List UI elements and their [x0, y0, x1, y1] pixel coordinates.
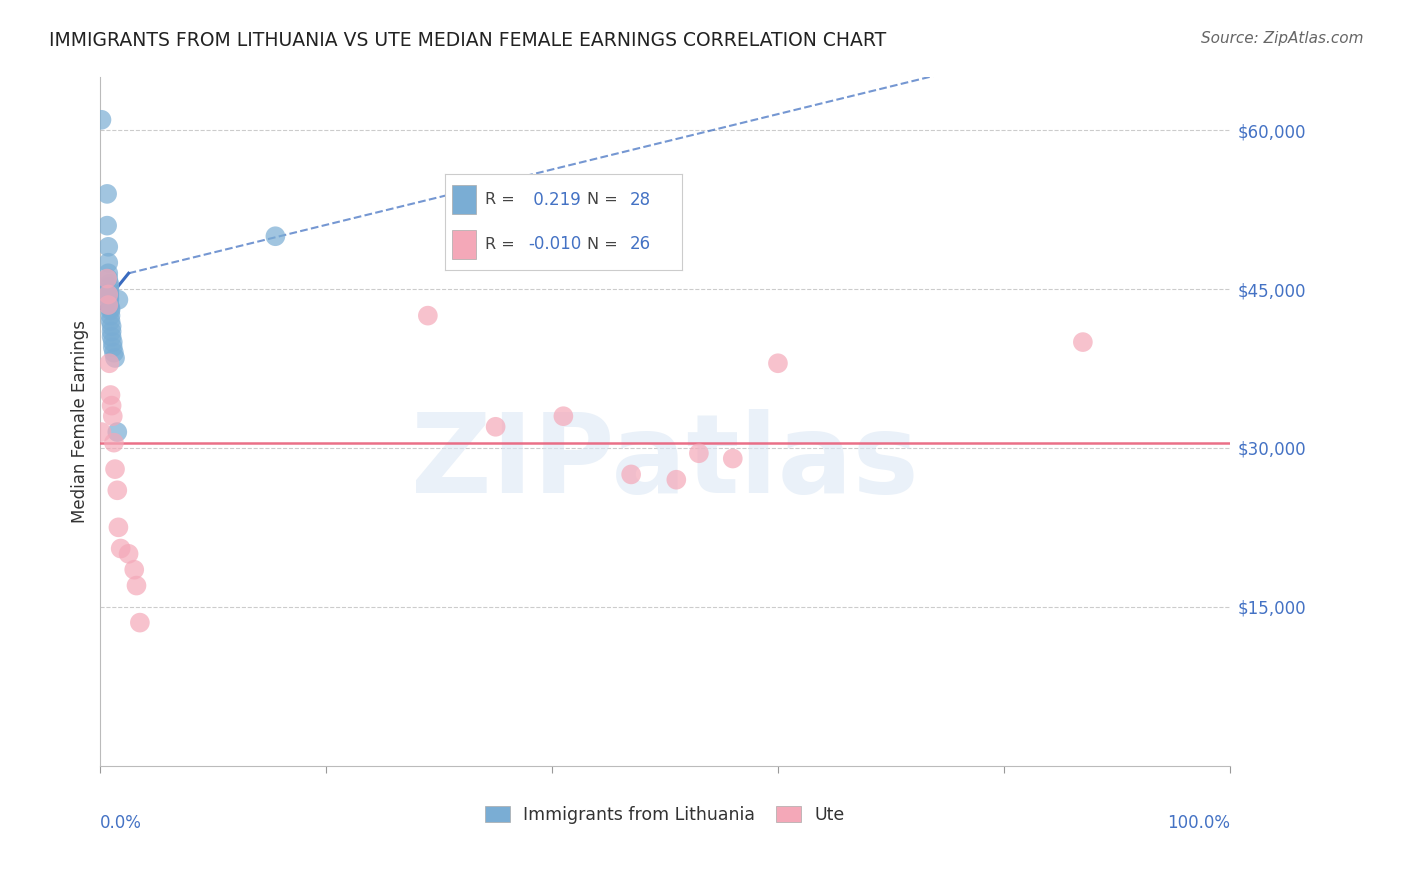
Point [1071, 335, 1094, 350]
Point [98, 298, 121, 312]
Point [688, 446, 710, 460]
Point [104, 462, 127, 476]
Legend: Immigrants from Lithuania, Ute: Immigrants from Lithuania, Ute [477, 797, 853, 832]
Text: 0.0%: 0.0% [100, 814, 142, 831]
Text: Source: ZipAtlas.com: Source: ZipAtlas.com [1201, 31, 1364, 46]
Point [97, 256, 120, 270]
Point [122, 563, 145, 577]
Text: ZIPatlas: ZIPatlas [411, 409, 920, 516]
Point [553, 409, 575, 424]
Point [107, 293, 129, 307]
Point [100, 303, 122, 318]
Point [100, 314, 122, 328]
Point [101, 409, 124, 424]
Point [98, 291, 121, 305]
Point [97, 271, 120, 285]
Point [665, 473, 688, 487]
Point [90, 112, 112, 127]
Point [766, 356, 789, 370]
Point [100, 388, 122, 402]
Point [101, 335, 124, 350]
Point [485, 419, 508, 434]
Point [97, 298, 120, 312]
Point [103, 345, 125, 359]
Point [264, 229, 287, 244]
Point [110, 541, 132, 556]
Point [100, 301, 122, 316]
Point [128, 615, 150, 630]
Point [103, 435, 125, 450]
Point [100, 325, 122, 339]
Y-axis label: Median Female Earnings: Median Female Earnings [72, 320, 89, 523]
Point [96, 219, 118, 233]
Point [620, 467, 643, 482]
Point [98, 285, 121, 299]
Point [98, 280, 121, 294]
Point [97, 240, 120, 254]
Point [104, 351, 127, 365]
Point [105, 483, 128, 498]
Point [98, 287, 121, 301]
Point [117, 547, 139, 561]
Point [100, 309, 122, 323]
Point [721, 451, 744, 466]
Text: IMMIGRANTS FROM LITHUANIA VS UTE MEDIAN FEMALE EARNINGS CORRELATION CHART: IMMIGRANTS FROM LITHUANIA VS UTE MEDIAN … [49, 31, 886, 50]
Text: 100.0%: 100.0% [1167, 814, 1230, 831]
Point [100, 319, 122, 334]
Point [98, 277, 121, 291]
Point [97, 287, 120, 301]
Point [90, 425, 112, 439]
Point [125, 578, 148, 592]
Point [105, 425, 128, 439]
Point [96, 186, 118, 201]
Point [96, 271, 118, 285]
Point [97, 266, 120, 280]
Point [98, 356, 121, 370]
Point [101, 340, 124, 354]
Point [100, 399, 122, 413]
Point [98, 293, 121, 307]
Point [100, 330, 122, 344]
Point [107, 520, 129, 534]
Point [416, 309, 439, 323]
